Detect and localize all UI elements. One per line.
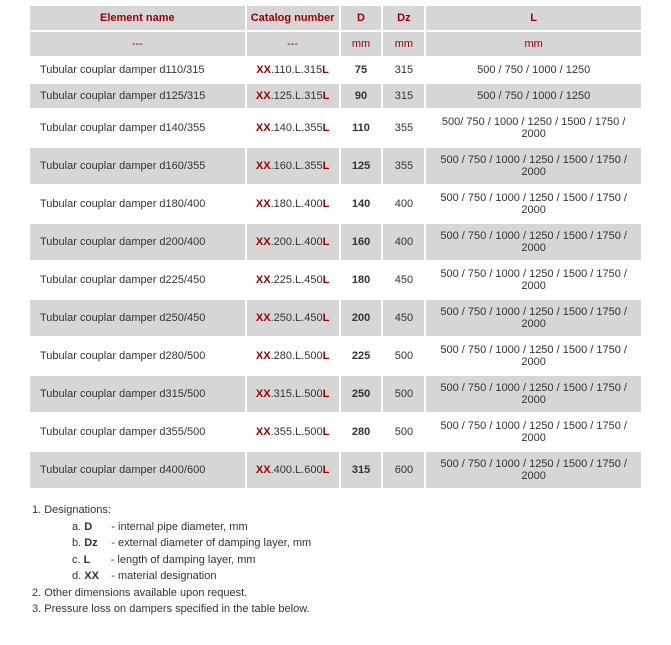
table-row: Tubular couplar damper d225/450XX.225.L.… [30, 262, 641, 298]
cell-name: Tubular couplar damper d140/355 [30, 110, 245, 146]
cell-d: 75 [341, 58, 382, 82]
note-sub: d. XX - material designation [32, 568, 639, 585]
cell-catalog: XX.355.L.500L [247, 414, 339, 450]
cell-l: 500 / 750 / 1000 / 1250 / 1500 / 1750 / … [426, 452, 641, 488]
cell-dz: 500 [383, 376, 424, 412]
table-row: Tubular couplar damper d400/600XX.400.L.… [30, 452, 641, 488]
cell-d: 90 [341, 84, 382, 108]
cell-d: 315 [341, 452, 382, 488]
note-sub: b. Dz - external diameter of damping lay… [32, 535, 639, 552]
cell-l: 500 / 750 / 1000 / 1250 / 1500 / 1750 / … [426, 186, 641, 222]
notes: 1. Designations: a. D - internal pipe di… [28, 490, 643, 618]
units-row: --- --- mm mm mm [30, 32, 641, 56]
table-row: Tubular couplar damper d180/400XX.180.L.… [30, 186, 641, 222]
cell-d: 160 [341, 224, 382, 260]
cell-catalog: XX.200.L.400L [247, 224, 339, 260]
cell-d: 225 [341, 338, 382, 374]
cell-d: 180 [341, 262, 382, 298]
cell-name: Tubular couplar damper d400/600 [30, 452, 245, 488]
cell-l: 500 / 750 / 1000 / 1250 / 1500 / 1750 / … [426, 148, 641, 184]
cell-dz: 500 [383, 338, 424, 374]
cell-dz: 450 [383, 262, 424, 298]
cell-l: 500 / 750 / 1000 / 1250 / 1500 / 1750 / … [426, 300, 641, 336]
cell-l: 500 / 750 / 1000 / 1250 [426, 58, 641, 82]
cell-dz: 400 [383, 186, 424, 222]
cell-catalog: XX.180.L.400L [247, 186, 339, 222]
note-1: 1. Designations: [32, 502, 639, 519]
cell-d: 280 [341, 414, 382, 450]
cell-l: 500/ 750 / 1000 / 1250 / 1500 / 1750 / 2… [426, 110, 641, 146]
cell-name: Tubular couplar damper d125/315 [30, 84, 245, 108]
table-row: Tubular couplar damper d315/500XX.315.L.… [30, 376, 641, 412]
table-row: Tubular couplar damper d355/500XX.355.L.… [30, 414, 641, 450]
cell-catalog: XX.140.L.355L [247, 110, 339, 146]
note-sub: c. L - length of damping layer, mm [32, 552, 639, 569]
unit-l: mm [426, 32, 641, 56]
table-row: Tubular couplar damper d140/355XX.140.L.… [30, 110, 641, 146]
note-sub: a. D - internal pipe diameter, mm [32, 519, 639, 536]
cell-catalog: XX.315.L.500L [247, 376, 339, 412]
cell-dz: 315 [383, 58, 424, 82]
cell-name: Tubular couplar damper d315/500 [30, 376, 245, 412]
th-name: Element name [30, 6, 245, 30]
cell-d: 140 [341, 186, 382, 222]
cell-l: 500 / 750 / 1000 / 1250 / 1500 / 1750 / … [426, 224, 641, 260]
cell-dz: 500 [383, 414, 424, 450]
cell-catalog: XX.400.L.600L [247, 452, 339, 488]
cell-catalog: XX.160.L.355L [247, 148, 339, 184]
unit-name: --- [30, 32, 245, 56]
cell-name: Tubular couplar damper d355/500 [30, 414, 245, 450]
cell-name: Tubular couplar damper d160/355 [30, 148, 245, 184]
th-catalog: Catalog number [247, 6, 339, 30]
table-row: Tubular couplar damper d125/315XX.125.L.… [30, 84, 641, 108]
cell-l: 500 / 750 / 1000 / 1250 / 1500 / 1750 / … [426, 376, 641, 412]
table-row: Tubular couplar damper d250/450XX.250.L.… [30, 300, 641, 336]
th-d: D [341, 6, 382, 30]
cell-dz: 400 [383, 224, 424, 260]
cell-d: 125 [341, 148, 382, 184]
cell-name: Tubular couplar damper d180/400 [30, 186, 245, 222]
note-3: 3. Pressure loss on dampers specified in… [32, 601, 639, 618]
cell-dz: 355 [383, 110, 424, 146]
th-l: L [426, 6, 641, 30]
table-row: Tubular couplar damper d110/315XX.110.L.… [30, 58, 641, 82]
cell-l: 500 / 750 / 1000 / 1250 [426, 84, 641, 108]
cell-d: 110 [341, 110, 382, 146]
unit-dz: mm [383, 32, 424, 56]
cell-l: 500 / 750 / 1000 / 1250 / 1500 / 1750 / … [426, 338, 641, 374]
cell-catalog: XX.125.L.315L [247, 84, 339, 108]
damper-table: Element name Catalog number D Dz L --- -… [28, 4, 643, 490]
header-row: Element name Catalog number D Dz L [30, 6, 641, 30]
cell-dz: 600 [383, 452, 424, 488]
cell-l: 500 / 750 / 1000 / 1250 / 1500 / 1750 / … [426, 414, 641, 450]
cell-catalog: XX.250.L.450L [247, 300, 339, 336]
unit-catalog: --- [247, 32, 339, 56]
table-row: Tubular couplar damper d280/500XX.280.L.… [30, 338, 641, 374]
cell-name: Tubular couplar damper d110/315 [30, 58, 245, 82]
table-row: Tubular couplar damper d160/355XX.160.L.… [30, 148, 641, 184]
cell-catalog: XX.225.L.450L [247, 262, 339, 298]
cell-catalog: XX.110.L.315L [247, 58, 339, 82]
unit-d: mm [341, 32, 382, 56]
cell-name: Tubular couplar damper d200/400 [30, 224, 245, 260]
cell-name: Tubular couplar damper d250/450 [30, 300, 245, 336]
cell-d: 200 [341, 300, 382, 336]
note-2: 2. Other dimensions available upon reque… [32, 585, 639, 602]
cell-d: 250 [341, 376, 382, 412]
cell-l: 500 / 750 / 1000 / 1250 / 1500 / 1750 / … [426, 262, 641, 298]
cell-dz: 315 [383, 84, 424, 108]
cell-dz: 450 [383, 300, 424, 336]
cell-catalog: XX.280.L.500L [247, 338, 339, 374]
cell-dz: 355 [383, 148, 424, 184]
table-row: Tubular couplar damper d200/400XX.200.L.… [30, 224, 641, 260]
cell-name: Tubular couplar damper d280/500 [30, 338, 245, 374]
cell-name: Tubular couplar damper d225/450 [30, 262, 245, 298]
th-dz: Dz [383, 6, 424, 30]
